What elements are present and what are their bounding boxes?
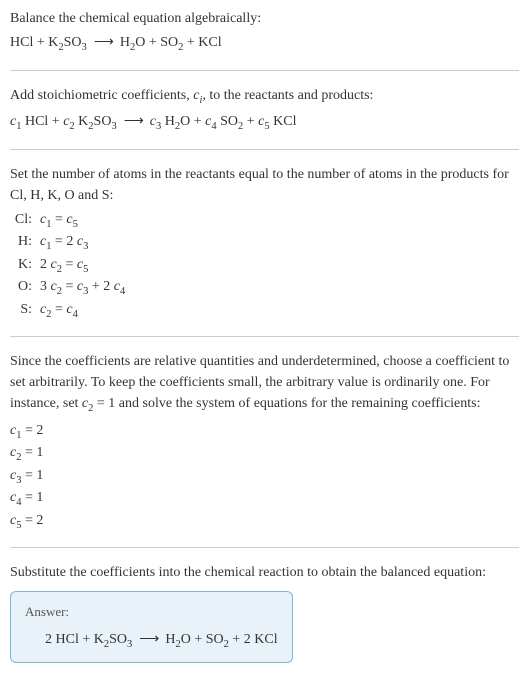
table-row: K: 2 c2 = c5 bbox=[10, 255, 519, 277]
divider-2 bbox=[10, 149, 519, 150]
coeff-row: c2 = 1 bbox=[10, 443, 519, 465]
section-solve: Since the coefficients are relative quan… bbox=[10, 351, 519, 533]
divider-1 bbox=[10, 70, 519, 71]
balance-eq: 3 c2 = c3 + 2 c4 bbox=[40, 277, 125, 299]
coeff-row: c1 = 2 bbox=[10, 421, 519, 443]
balance-eq: c2 = c4 bbox=[40, 300, 78, 322]
element-label: S: bbox=[10, 300, 40, 320]
coefficient-equation: c1 HCl + c2 K2SO3 ⟶ c3 H2O + c4 SO2 + c5… bbox=[10, 110, 519, 135]
section-answer: Substitute the coefficients into the che… bbox=[10, 562, 519, 663]
element-label: H: bbox=[10, 232, 40, 252]
balance-eq: c1 = c5 bbox=[40, 210, 78, 232]
table-row: O: 3 c2 = c3 + 2 c4 bbox=[10, 277, 519, 299]
coeff-row: c5 = 2 bbox=[10, 511, 519, 533]
element-label: Cl: bbox=[10, 210, 40, 230]
atom-balance-table: Cl: c1 = c5 H: c1 = 2 c3 K: 2 c2 = c5 O:… bbox=[10, 210, 519, 322]
balanced-equation: 2 HCl + K2SO3 ⟶ H2O + SO2 + 2 KCl bbox=[25, 628, 278, 653]
table-row: Cl: c1 = c5 bbox=[10, 210, 519, 232]
answer-box: Answer: 2 HCl + K2SO3 ⟶ H2O + SO2 + 2 KC… bbox=[10, 591, 293, 663]
intro-text-3: Set the number of atoms in the reactants… bbox=[10, 164, 519, 206]
coeff-row: c3 = 1 bbox=[10, 466, 519, 488]
unbalanced-equation: HCl + K2SO3 ⟶ H2O + SO2 + KCl bbox=[10, 31, 519, 56]
intro-text-1: Balance the chemical equation algebraica… bbox=[10, 8, 519, 29]
divider-4 bbox=[10, 547, 519, 548]
intro-text-2: Add stoichiometric coefficients, ci, to … bbox=[10, 85, 519, 109]
section-balance-intro: Balance the chemical equation algebraica… bbox=[10, 8, 519, 56]
element-label: O: bbox=[10, 277, 40, 297]
table-row: S: c2 = c4 bbox=[10, 300, 519, 322]
section-atom-equations: Set the number of atoms in the reactants… bbox=[10, 164, 519, 322]
answer-label: Answer: bbox=[25, 602, 278, 622]
intro-text-4: Since the coefficients are relative quan… bbox=[10, 351, 519, 417]
coefficient-solutions: c1 = 2 c2 = 1 c3 = 1 c4 = 1 c5 = 2 bbox=[10, 421, 519, 533]
section-add-coefficients: Add stoichiometric coefficients, ci, to … bbox=[10, 85, 519, 135]
coeff-row: c4 = 1 bbox=[10, 488, 519, 510]
balance-eq: c1 = 2 c3 bbox=[40, 232, 88, 254]
var-c2: c2 = 1 bbox=[82, 396, 115, 411]
balance-eq: 2 c2 = c5 bbox=[40, 255, 88, 277]
element-label: K: bbox=[10, 255, 40, 275]
divider-3 bbox=[10, 336, 519, 337]
table-row: H: c1 = 2 c3 bbox=[10, 232, 519, 254]
intro-text-5: Substitute the coefficients into the che… bbox=[10, 562, 519, 583]
